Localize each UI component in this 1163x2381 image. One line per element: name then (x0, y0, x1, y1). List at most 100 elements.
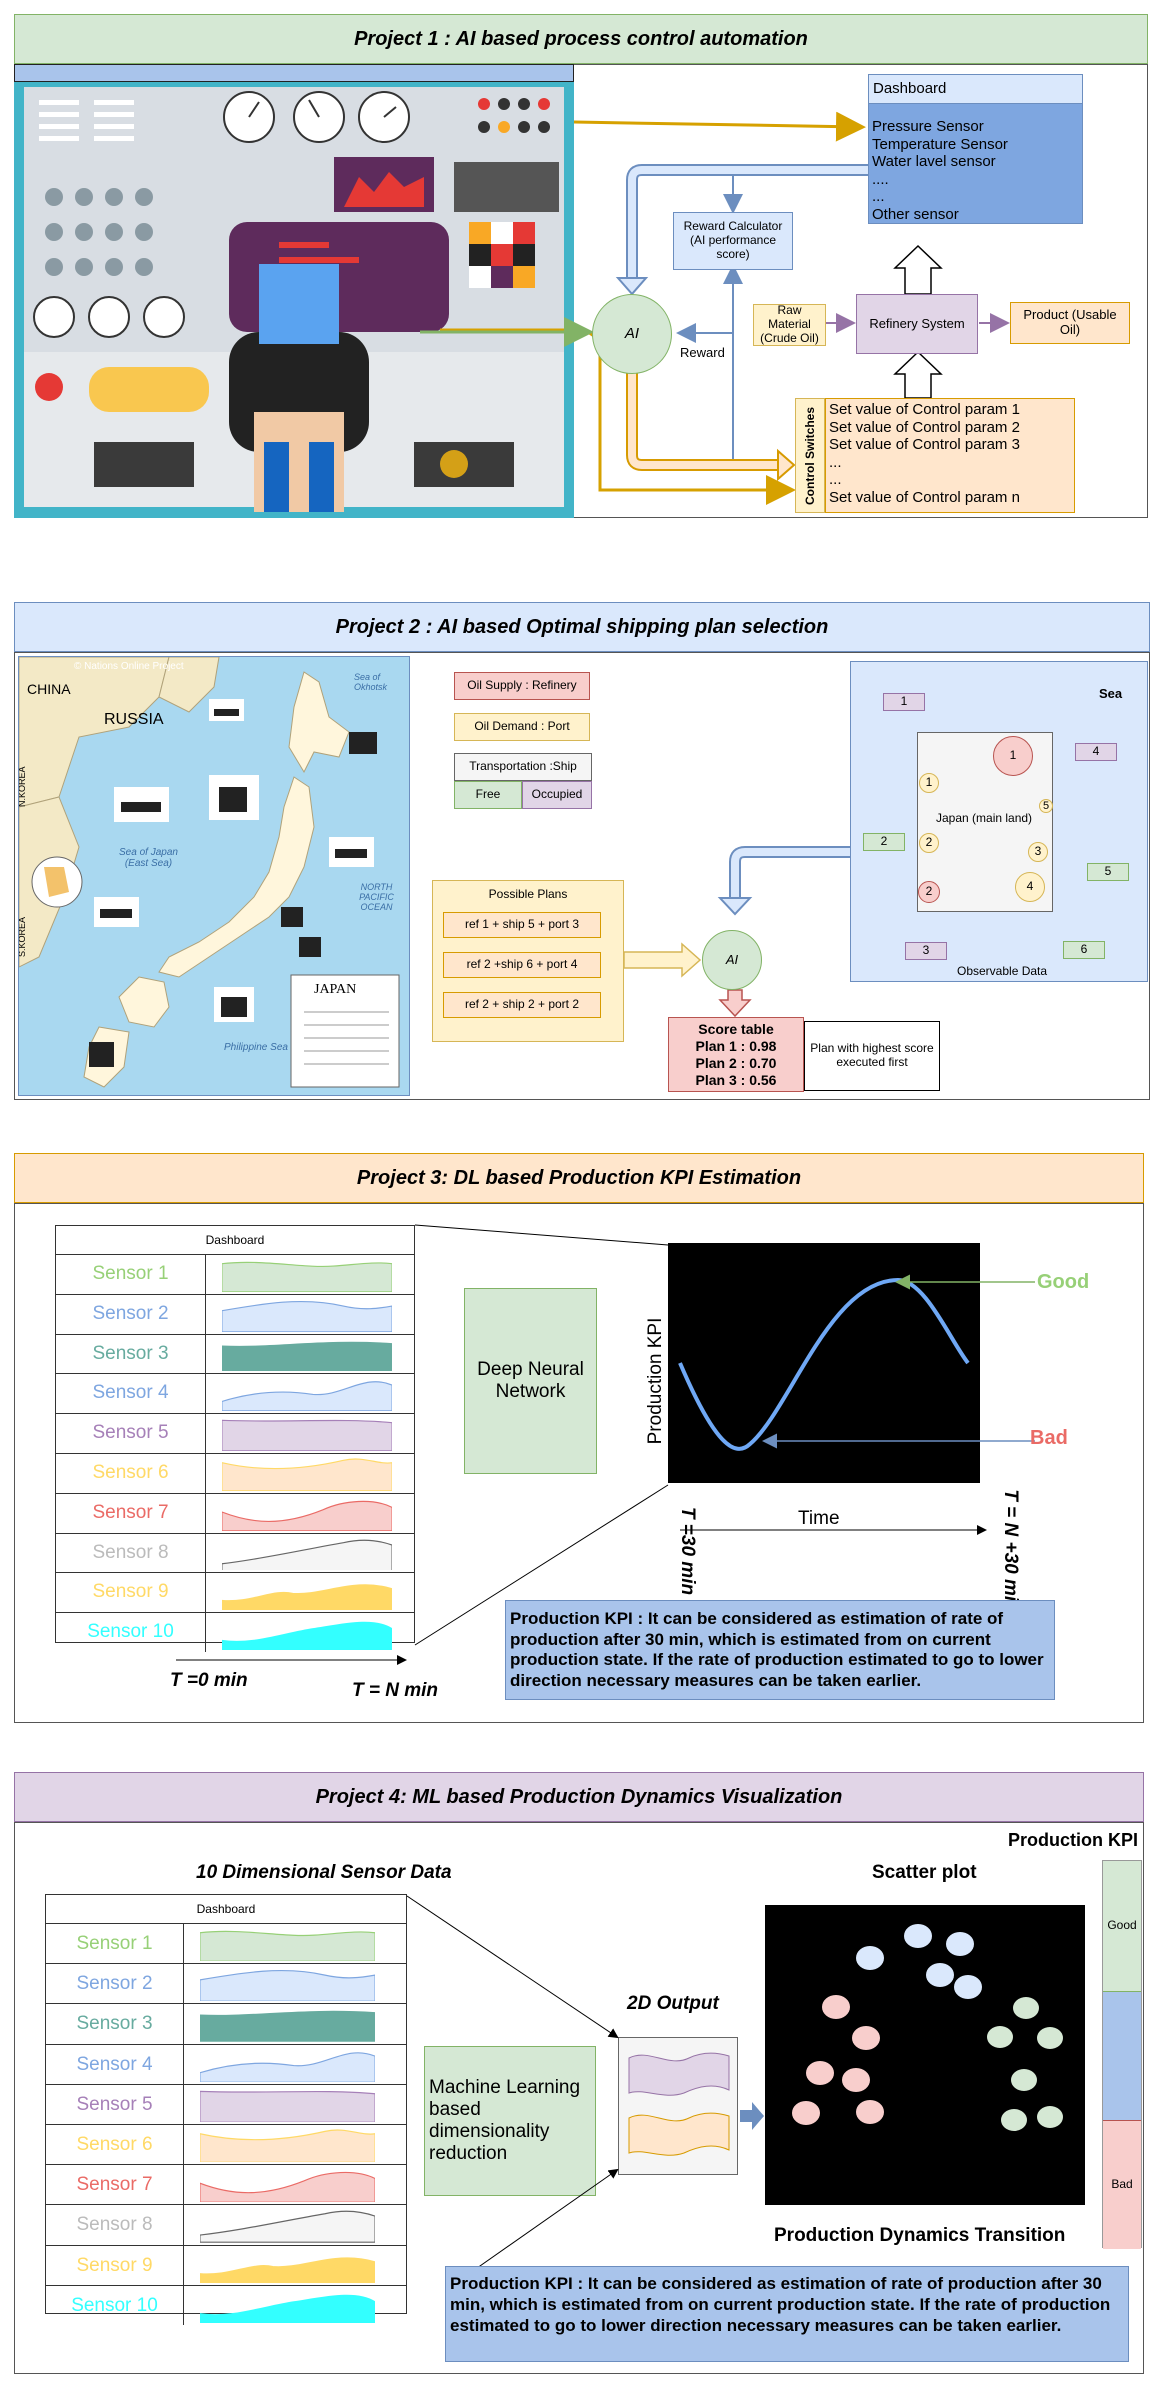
sensor-wave (200, 2294, 375, 2323)
soj-line: (East Sea) (124, 858, 173, 869)
sensor-row: Sensor 8 (56, 1532, 414, 1573)
sensor-wave-path (200, 2256, 375, 2283)
score-row: Plan 3 : 0.56 (695, 1072, 777, 1088)
project2-arrows (623, 846, 850, 1018)
p3-dashboard: Dashboard Sensor 1 Sensor 2 Sensor 3 Sensor… (55, 1225, 415, 1652)
scatter-point (946, 1932, 974, 1956)
sensor-wave-path (200, 1930, 375, 1962)
sensor-wave (200, 1970, 375, 2002)
control-param-line: Set value of Control param n (829, 488, 1020, 506)
project2-title: Project 2 : AI based Optimal shipping pl… (14, 602, 1150, 652)
sensor-row: Sensor 9 (56, 1572, 414, 1613)
legend-oil-demand: Oil Demand : Port (454, 713, 590, 741)
scatter-point (856, 1946, 884, 1970)
sensor-wave (200, 2210, 375, 2243)
scatter-point (1013, 1997, 1039, 2019)
plan-item-3: ref 2 + ship 2 + port 2 (443, 992, 601, 1018)
scatter-point (852, 2026, 880, 2050)
refinery-node-1-large: 1 (993, 736, 1033, 776)
ship-label: 1 (900, 694, 908, 709)
kpi-ylabel: Production KPI (645, 1301, 667, 1461)
sensor-label: Sensor 1 (46, 1924, 184, 1964)
factory-icons (89, 732, 377, 1067)
scatter-point (904, 1924, 932, 1948)
ml-line: dimensionality (429, 2121, 550, 2142)
plan-label: ref 2 + ship 2 + port 2 (464, 997, 580, 1012)
p3-kpi-desc-text: Production KPI : It can be considered as… (510, 1609, 1044, 1690)
port-node-5: 5 (1039, 799, 1053, 813)
ship-6: 6 (1063, 941, 1105, 959)
control-param-line: Set value of Control param 3 (829, 436, 1020, 453)
dashboard-panel: Dashboard Pressure Sensor Temperature Se… (868, 74, 1083, 224)
control-param-line: ... (829, 471, 842, 488)
scatter-point (842, 2068, 870, 2092)
switch-to-refinery-arrow (893, 350, 943, 399)
sensor-wave-path (222, 1300, 392, 1332)
kpi-bar-bad: Bad (1103, 2120, 1141, 2249)
sensor-row: Sensor 2 (46, 1963, 406, 2004)
sensor-wave-path (222, 1419, 392, 1451)
ml-line: based (429, 2099, 481, 2121)
sensor-wave-path (200, 2210, 375, 2243)
refinery-box: Refinery System (856, 294, 978, 354)
production-dynamics-label: Production Dynamics Transition (774, 2225, 1066, 2246)
output-2d-waves (628, 2052, 730, 2156)
kpi-chart (176, 1224, 1035, 1665)
sensor-wave (222, 1539, 392, 1571)
sensor-row: Sensor 1 (56, 1254, 414, 1294)
sensor-wave (222, 1621, 392, 1650)
p3-kpi-description: Production KPI : It can be considered as… (505, 1600, 1055, 1700)
sensor-label: Sensor 9 (56, 1573, 206, 1613)
port-node-3: 3 (1028, 842, 1048, 862)
sensor-wave-path (200, 2171, 375, 2203)
ship-label: 6 (1080, 942, 1088, 957)
reward-calc-line: Reward Calculator (683, 219, 783, 234)
output-wave-purple (628, 2052, 730, 2096)
node-label: 5 (1042, 799, 1050, 812)
map-sea-of-japan-label: Sea of Japan (East Sea) (119, 847, 178, 869)
sensor-label: Sensor 6 (56, 1453, 206, 1493)
pacific-line: NORTH PACIFIC (359, 882, 394, 902)
ship-label: 4 (1092, 744, 1100, 759)
map-credit: © Nations Online Project (74, 661, 184, 672)
control-param-line: Set value of Control param 1 (829, 401, 1020, 418)
map-pacific-label: NORTH PACIFIC OCEAN (344, 882, 409, 912)
output-2d-box (618, 2037, 738, 2175)
sensor-wave (222, 1341, 392, 1372)
deep-neural-network: Deep Neural Network (464, 1288, 597, 1474)
raw-material-box: Raw Material (Crude Oil) (753, 304, 826, 346)
kpi-chart-background (668, 1243, 980, 1483)
control-panel-graphic (24, 87, 564, 512)
dashboard-line: Water lavel sensor (872, 153, 996, 170)
sensor-row: Sensor 2 (56, 1293, 414, 1334)
sensor-wave (222, 1381, 392, 1412)
scatter-point (856, 2100, 884, 2124)
sensor-label: Sensor 9 (46, 2245, 184, 2285)
scatter-plot-label: Scatter plot (872, 1862, 977, 1883)
sensor-wave (200, 2129, 375, 2163)
p3-dashboard-title: Dashboard (205, 1233, 265, 1247)
kpi-good-text: Good (1107, 1918, 1137, 1933)
sensor-wave-path (200, 2294, 375, 2323)
t30-text: T =30 min (677, 1506, 698, 1596)
map-okhotsk-label: Sea of Okhotsk (354, 672, 387, 692)
p4-sensor-heading: 10 Dimensional Sensor Data (196, 1862, 452, 1883)
sensor-wave-path (222, 1381, 392, 1412)
kpi-curve (678, 1277, 970, 1451)
soj-line: Sea of Japan (119, 847, 178, 858)
scatter-plot-background (765, 1905, 1085, 2205)
project4-title: Project 4: ML based Production Dynamics … (14, 1772, 1144, 1822)
highest-line: Plan with highest score (810, 1041, 934, 1056)
sensor-label: Sensor 7 (56, 1493, 206, 1533)
dashboard-title: Dashboard (869, 75, 1082, 104)
scatter-point (806, 2061, 834, 2085)
control-params-box: Set value of Control param 1 Set value o… (825, 398, 1075, 513)
ml-line: reduction (429, 2142, 508, 2164)
highest-line: executed first (836, 1055, 908, 1069)
raw-material-line: Raw (777, 303, 802, 318)
sensor-row: Sensor 3 (46, 2003, 406, 2044)
ml-dimensionality-reduction: Machine Learning based dimensionality reduc… (424, 2046, 596, 2196)
sensor-wave (222, 1584, 392, 1611)
node-label: 1 (925, 775, 933, 790)
refinery-node-2: 2 (918, 881, 940, 903)
